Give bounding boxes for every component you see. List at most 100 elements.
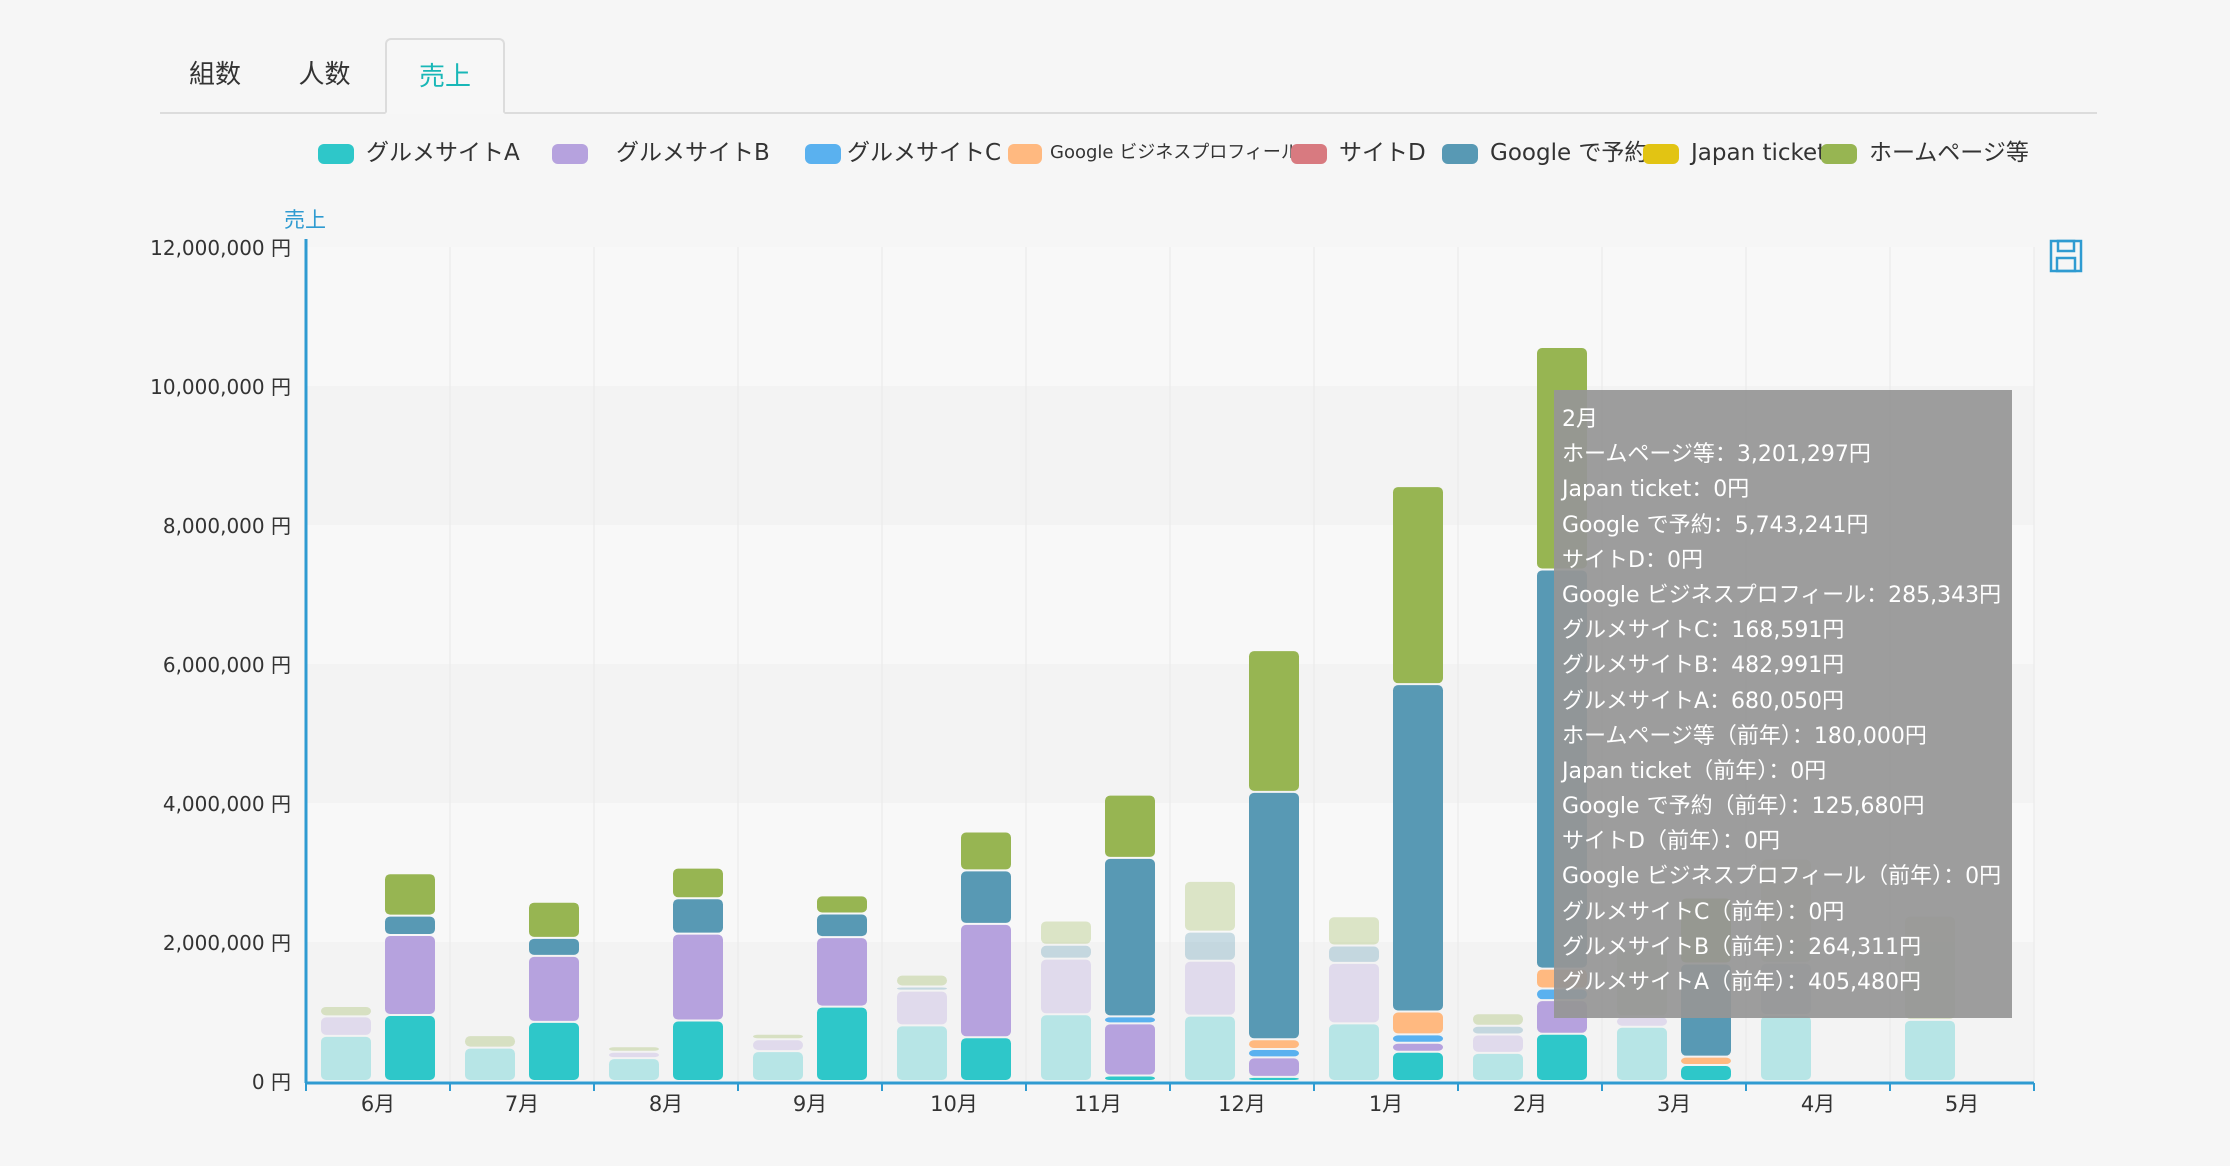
x-tick-label: 11月 bbox=[1074, 1092, 1122, 1116]
x-tick-label: 9月 bbox=[793, 1092, 827, 1116]
current-year-bar-segment[interactable] bbox=[1681, 1057, 1731, 1065]
previous-year-bar-segment[interactable] bbox=[321, 1006, 371, 1016]
current-year-bar-segment[interactable] bbox=[673, 868, 723, 898]
previous-year-bar-segment[interactable] bbox=[321, 1036, 371, 1080]
current-year-bar-segment[interactable] bbox=[817, 938, 867, 1006]
previous-year-bar-segment[interactable] bbox=[897, 1026, 947, 1080]
current-year-bar-segment[interactable] bbox=[529, 956, 579, 1021]
previous-year-bar-segment[interactable] bbox=[1761, 1015, 1811, 1080]
previous-year-bar-segment[interactable] bbox=[609, 1052, 659, 1058]
previous-year-bar-segment[interactable] bbox=[1617, 1017, 1667, 1026]
legend-label: サイトD bbox=[1339, 140, 1426, 166]
tooltip-line: Google で予約：5,743,241円 bbox=[1562, 512, 1869, 538]
tooltip-line: Google で予約（前年）：125,680円 bbox=[1562, 794, 1925, 820]
tab-sales[interactable]: 売上 bbox=[385, 38, 505, 114]
previous-year-bar-segment[interactable] bbox=[1185, 881, 1235, 931]
current-year-bar-segment[interactable] bbox=[385, 936, 435, 1014]
current-year-bar-segment[interactable] bbox=[1249, 1058, 1299, 1076]
current-year-bar-segment[interactable] bbox=[529, 938, 579, 955]
legend-swatch bbox=[805, 144, 841, 164]
current-year-bar-segment[interactable] bbox=[1105, 858, 1155, 1016]
current-year-bar-segment[interactable] bbox=[1681, 1066, 1731, 1080]
legend-label: Japan ticket bbox=[1691, 140, 1827, 166]
tab-people[interactable]: 人数 bbox=[298, 60, 351, 90]
current-year-bar-segment[interactable] bbox=[385, 916, 435, 935]
previous-year-bar-segment[interactable] bbox=[1473, 1053, 1523, 1080]
current-year-bar-segment[interactable] bbox=[1105, 795, 1155, 857]
current-year-bar-segment[interactable] bbox=[1537, 1034, 1587, 1080]
current-year-bar-segment[interactable] bbox=[1249, 792, 1299, 1039]
current-year-bar-segment[interactable] bbox=[961, 871, 1011, 923]
tab-bar: 組数 人数 売上 bbox=[160, 38, 2097, 114]
current-year-bar-segment[interactable] bbox=[673, 1021, 723, 1080]
current-year-bar-segment[interactable] bbox=[961, 924, 1011, 1037]
previous-year-bar-segment[interactable] bbox=[321, 1017, 371, 1035]
previous-year-bar-segment[interactable] bbox=[1185, 961, 1235, 1015]
y-tick-label: 0 円 bbox=[252, 1070, 291, 1094]
previous-year-bar-segment[interactable] bbox=[1041, 921, 1091, 944]
current-year-bar-segment[interactable] bbox=[385, 1015, 435, 1080]
tooltip-title: 2月 bbox=[1562, 407, 1598, 432]
current-year-bar-segment[interactable] bbox=[1105, 1024, 1155, 1075]
previous-year-bar-segment[interactable] bbox=[1041, 959, 1091, 1014]
current-year-bar-segment[interactable] bbox=[1249, 1077, 1299, 1080]
current-year-bar-segment[interactable] bbox=[1393, 1012, 1443, 1034]
x-tick-label: 12月 bbox=[1218, 1092, 1266, 1116]
previous-year-bar-segment[interactable] bbox=[1329, 1024, 1379, 1080]
current-year-bar-segment[interactable] bbox=[673, 899, 723, 933]
previous-year-bar-segment[interactable] bbox=[1329, 917, 1379, 945]
tab-groups[interactable]: 組数 bbox=[188, 60, 241, 90]
previous-year-bar-segment[interactable] bbox=[753, 1040, 803, 1051]
x-tick-label: 1月 bbox=[1369, 1092, 1403, 1116]
tooltip-line: Google ビジネスプロフィール（前年）：0円 bbox=[1562, 864, 2002, 890]
previous-year-bar-segment[interactable] bbox=[1185, 932, 1235, 960]
previous-year-bar-segment[interactable] bbox=[1473, 1035, 1523, 1052]
current-year-bar-segment[interactable] bbox=[1105, 1076, 1155, 1080]
current-year-bar-segment[interactable] bbox=[961, 832, 1011, 870]
current-year-bar-segment[interactable] bbox=[673, 934, 723, 1020]
tooltip-line: サイトD（前年）：0円 bbox=[1562, 829, 1780, 855]
current-year-bar-segment[interactable] bbox=[1393, 487, 1443, 684]
legend-label: ホームページ等 bbox=[1869, 140, 2029, 166]
previous-year-bar-segment[interactable] bbox=[465, 1048, 515, 1080]
current-year-bar-segment[interactable] bbox=[1393, 1043, 1443, 1051]
tooltip-line: Google ビジネスプロフィール：285,343円 bbox=[1562, 582, 2002, 608]
current-year-bar-segment[interactable] bbox=[961, 1038, 1011, 1080]
previous-year-bar-segment[interactable] bbox=[897, 991, 947, 1025]
current-year-bar-segment[interactable] bbox=[1105, 1017, 1155, 1023]
current-year-bar-segment[interactable] bbox=[385, 874, 435, 915]
previous-year-bar-segment[interactable] bbox=[1041, 945, 1091, 958]
current-year-bar-segment[interactable] bbox=[1249, 651, 1299, 791]
current-year-bar-segment[interactable] bbox=[817, 1007, 867, 1080]
current-year-bar-segment[interactable] bbox=[1393, 1035, 1443, 1042]
current-year-bar-segment[interactable] bbox=[817, 914, 867, 937]
previous-year-bar-segment[interactable] bbox=[753, 1034, 803, 1039]
current-year-bar-segment[interactable] bbox=[529, 1022, 579, 1080]
previous-year-bar-segment[interactable] bbox=[897, 975, 947, 986]
previous-year-bar-segment[interactable] bbox=[1617, 1027, 1667, 1080]
save-as-image-button[interactable] bbox=[2048, 238, 2084, 274]
previous-year-bar-segment[interactable] bbox=[1473, 1014, 1523, 1025]
current-year-bar-segment[interactable] bbox=[1249, 1040, 1299, 1049]
previous-year-bar-segment[interactable] bbox=[1185, 1016, 1235, 1080]
x-tick-label: 6月 bbox=[361, 1092, 395, 1116]
previous-year-bar-segment[interactable] bbox=[1329, 946, 1379, 962]
previous-year-bar-segment[interactable] bbox=[1473, 1026, 1523, 1034]
previous-year-bar-segment[interactable] bbox=[465, 1036, 515, 1047]
previous-year-bar-segment[interactable] bbox=[1905, 1020, 1955, 1080]
previous-year-bar-segment[interactable] bbox=[1041, 1015, 1091, 1080]
legend-label: Google ビジネスプロフィール bbox=[1050, 142, 1299, 163]
previous-year-bar-segment[interactable] bbox=[753, 1052, 803, 1080]
x-tick-label: 3月 bbox=[1657, 1092, 1691, 1116]
previous-year-bar-segment[interactable] bbox=[1329, 963, 1379, 1023]
current-year-bar-segment[interactable] bbox=[817, 896, 867, 913]
current-year-bar-segment[interactable] bbox=[1393, 685, 1443, 1011]
current-year-bar-segment[interactable] bbox=[1393, 1052, 1443, 1080]
previous-year-bar-segment[interactable] bbox=[897, 987, 947, 990]
previous-year-bar-segment[interactable] bbox=[609, 1047, 659, 1051]
tooltip-line: Japan ticket（前年）：0円 bbox=[1562, 758, 1827, 784]
current-year-bar-segment[interactable] bbox=[529, 902, 579, 937]
current-year-bar-segment[interactable] bbox=[1249, 1050, 1299, 1057]
legend-label: グルメサイトB bbox=[616, 140, 770, 166]
previous-year-bar-segment[interactable] bbox=[609, 1059, 659, 1080]
